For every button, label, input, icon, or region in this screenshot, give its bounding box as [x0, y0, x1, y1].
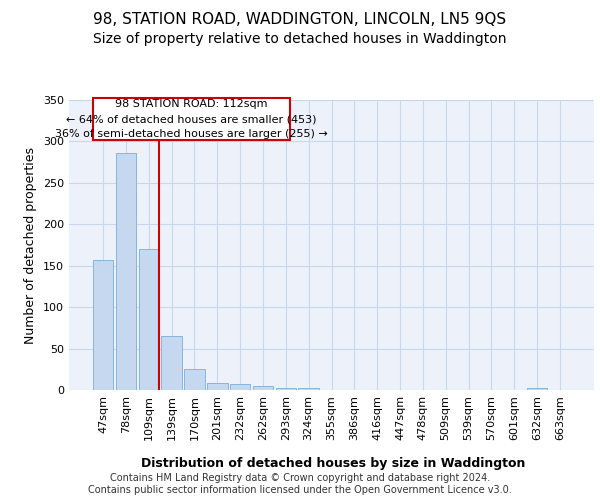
Bar — [253, 386, 273, 390]
Text: 98, STATION ROAD, WADDINGTON, LINCOLN, LN5 9QS: 98, STATION ROAD, WADDINGTON, LINCOLN, L… — [94, 12, 506, 28]
FancyBboxPatch shape — [93, 98, 290, 140]
Text: Size of property relative to detached houses in Waddington: Size of property relative to detached ho… — [93, 32, 507, 46]
Y-axis label: Number of detached properties: Number of detached properties — [25, 146, 37, 344]
Bar — [184, 370, 205, 390]
Bar — [207, 382, 227, 390]
Bar — [116, 153, 136, 390]
Text: Contains HM Land Registry data © Crown copyright and database right 2024.
Contai: Contains HM Land Registry data © Crown c… — [88, 474, 512, 495]
Bar — [527, 388, 547, 390]
Bar — [230, 384, 250, 390]
Bar — [139, 249, 159, 390]
Bar — [93, 260, 113, 390]
Text: 98 STATION ROAD: 112sqm
← 64% of detached houses are smaller (453)
36% of semi-d: 98 STATION ROAD: 112sqm ← 64% of detache… — [55, 100, 328, 139]
Bar — [161, 336, 182, 390]
Bar — [298, 388, 319, 390]
Text: Distribution of detached houses by size in Waddington: Distribution of detached houses by size … — [141, 458, 525, 470]
Bar — [275, 388, 296, 390]
